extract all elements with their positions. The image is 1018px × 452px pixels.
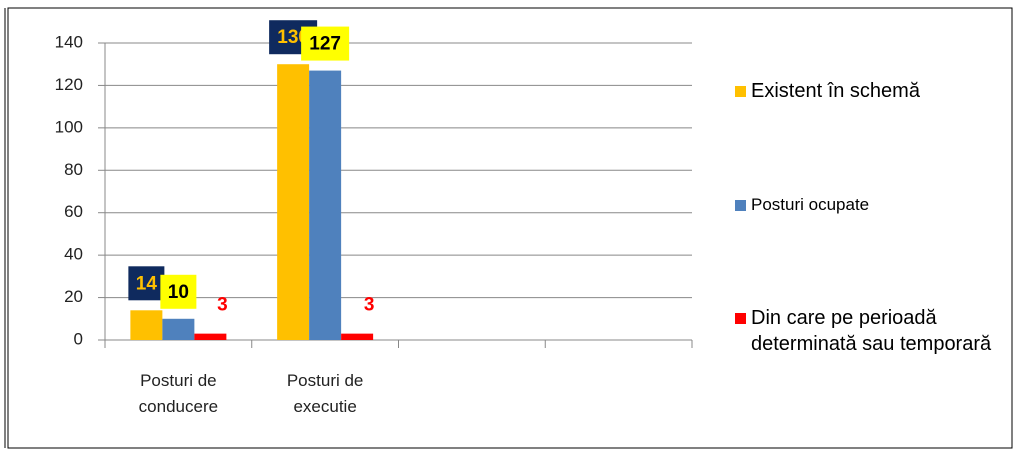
data-label: 127	[309, 34, 341, 55]
data-label: 3	[217, 295, 228, 316]
y-tick-label: 100	[55, 117, 83, 136]
y-tick-label: 120	[55, 75, 83, 94]
legend-swatch	[735, 313, 746, 324]
legend-swatch	[735, 200, 746, 211]
bar	[194, 333, 227, 340]
legend-label: Existent în schemă	[751, 80, 920, 102]
data-label-box	[128, 266, 165, 301]
frame	[7, 7, 1013, 449]
x-tick-label: Posturi de executie	[286, 371, 364, 416]
data-label-box	[160, 274, 197, 309]
data-label: 10	[168, 282, 189, 303]
legend-entry: Din care pe perioadă determinată sau tem…	[735, 305, 1005, 357]
bar	[162, 318, 195, 340]
data-label: 130	[277, 27, 309, 48]
bar	[130, 310, 163, 340]
data-label-box	[301, 26, 350, 61]
legend-entry: Existent în schemă	[735, 78, 995, 104]
bar	[309, 70, 342, 340]
legend-entry: Posturi ocupate	[735, 192, 995, 218]
y-tick-label: 140	[55, 32, 83, 51]
y-tick-label: 60	[64, 202, 83, 221]
bar	[341, 333, 374, 340]
x-tick-label: Posturi de conducere	[138, 371, 219, 416]
data-label: 14	[136, 273, 158, 294]
y-tick-label: 80	[64, 160, 83, 179]
bar	[277, 64, 310, 340]
y-tick-label: 40	[64, 245, 83, 264]
legend-swatch	[735, 86, 746, 97]
y-tick-label: 20	[64, 287, 83, 306]
y-tick-label: 0	[74, 329, 83, 348]
data-label: 3	[364, 295, 375, 316]
legend-label: Posturi ocupate	[751, 195, 870, 214]
legend-label: Din care pe perioadă determinată sau tem…	[751, 307, 992, 355]
